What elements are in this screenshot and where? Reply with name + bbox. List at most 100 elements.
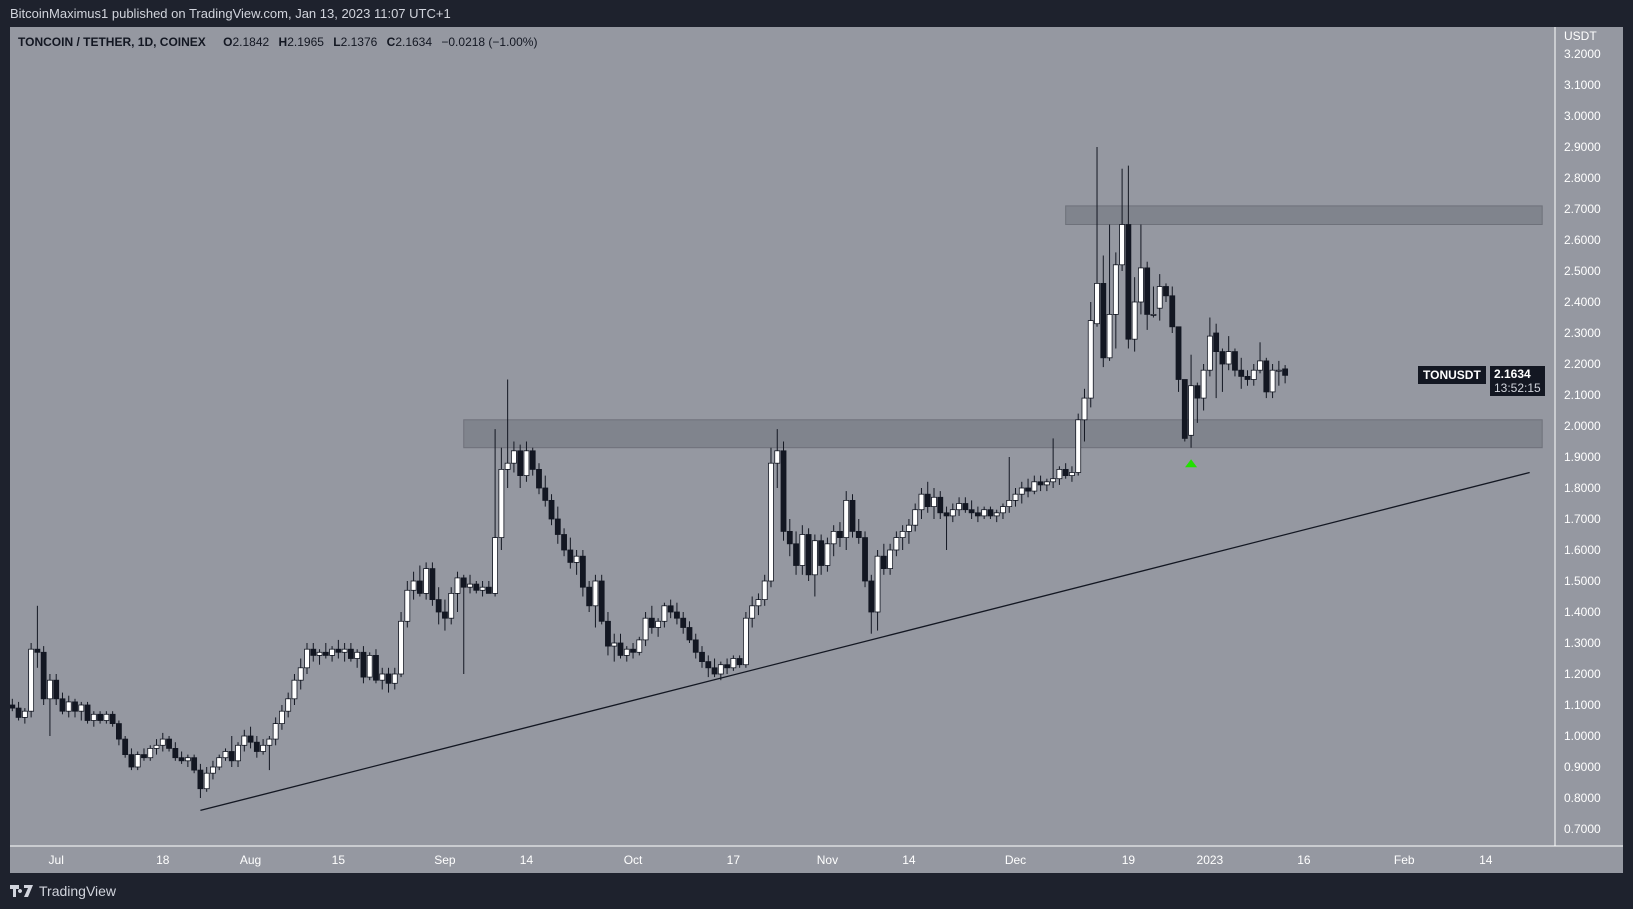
candle	[1112, 252, 1119, 349]
candle-body	[210, 766, 216, 774]
price-tick-label: 3.0000	[1564, 109, 1601, 123]
candle-body	[134, 754, 141, 768]
price-tick-label: 1.7000	[1564, 512, 1601, 526]
price-axis[interactable]	[1555, 27, 1623, 873]
time-tick-label: Feb	[1394, 853, 1415, 867]
candle	[793, 531, 799, 575]
time-tick-label: 14	[1479, 853, 1493, 867]
candle	[1056, 466, 1063, 485]
candle	[1006, 457, 1013, 513]
time-tick-label: 17	[727, 853, 741, 867]
time-tick-label: Sep	[434, 853, 456, 867]
candle	[724, 658, 730, 674]
candle	[768, 447, 774, 588]
candle-body	[931, 496, 937, 507]
candle	[880, 543, 887, 575]
price-tick-label: 1.3000	[1564, 636, 1601, 650]
candle	[366, 652, 373, 681]
candle	[906, 519, 912, 544]
price-tick-label: 1.8000	[1564, 481, 1601, 495]
tradingview-logo[interactable]: TradingView	[10, 883, 116, 899]
candle	[329, 646, 335, 662]
candle-body	[511, 450, 517, 464]
change-value: −0.0218 (−1.00%)	[441, 35, 538, 49]
candle-body	[1012, 493, 1019, 501]
candle	[962, 497, 969, 513]
candle	[536, 463, 542, 495]
candle-body	[228, 751, 235, 762]
candle-body	[128, 754, 135, 768]
symbol-title[interactable]: TONCOIN / TETHER, 1D, COINEX	[18, 35, 206, 49]
price-chart[interactable]: 0.7000 0.8000 0.9000 1.0000 1.1000 1.2000 1.30…	[10, 27, 1623, 873]
candle	[178, 751, 185, 764]
candle	[717, 661, 724, 681]
candle-body	[962, 503, 969, 511]
close-label: C	[386, 35, 396, 49]
candle-body	[667, 605, 674, 613]
candle-body	[648, 617, 655, 628]
candle-body	[849, 499, 856, 532]
candle-body	[924, 493, 931, 508]
candle	[279, 705, 285, 730]
price-tick-label: 2.9000	[1564, 140, 1601, 154]
candle-body	[630, 648, 636, 653]
candle	[479, 581, 486, 597]
candle	[454, 571, 461, 612]
candle	[435, 587, 442, 625]
candle	[993, 509, 1000, 523]
candle	[1131, 277, 1138, 352]
candle	[485, 581, 492, 594]
horizontal-zone[interactable]	[1065, 205, 1543, 225]
candle-body	[686, 627, 693, 641]
candle-body	[1250, 369, 1257, 380]
candle	[40, 646, 47, 705]
candle-body	[191, 757, 198, 771]
candle-body	[391, 673, 398, 684]
chart-pane[interactable]: 0.7000 0.8000 0.9000 1.0000 1.1000 1.2000 1.30…	[10, 27, 1623, 873]
candle	[166, 736, 172, 752]
candle-body	[504, 462, 511, 470]
low-label: L	[333, 35, 341, 49]
time-tick-label: Aug	[240, 853, 261, 867]
candle-body	[705, 661, 712, 669]
candle	[442, 599, 448, 631]
trendline[interactable]	[200, 471, 1530, 812]
candle	[59, 692, 66, 715]
candle	[260, 739, 267, 755]
candle-body	[699, 651, 705, 662]
candle	[134, 751, 141, 771]
candle-body	[379, 673, 386, 681]
horizontal-zone[interactable]	[463, 419, 1543, 449]
candle	[843, 491, 850, 550]
candle	[15, 701, 22, 721]
candle-body	[347, 648, 354, 659]
last-price-tag: 2.1634 13:52:15	[1490, 366, 1545, 397]
candle-body	[1269, 369, 1276, 393]
publish-info: BitcoinMaximus1 published on TradingView…	[10, 6, 451, 21]
candle	[1150, 286, 1157, 318]
candle-body	[987, 509, 994, 517]
candle-body	[774, 450, 781, 464]
candle	[191, 754, 198, 774]
candle-body	[918, 493, 925, 511]
candle-body	[542, 487, 549, 501]
price-tick-label: 1.9000	[1564, 450, 1601, 464]
candle	[974, 506, 981, 523]
candle	[228, 736, 235, 767]
candle	[1206, 317, 1213, 377]
candle	[1257, 342, 1263, 374]
candle	[849, 494, 856, 538]
candle-body	[993, 512, 1000, 517]
candle	[122, 736, 129, 758]
candle-body	[416, 580, 423, 594]
time-tick-label: Nov	[817, 853, 838, 867]
candle-body	[473, 583, 480, 591]
candle-body	[981, 509, 988, 517]
candle-body	[10, 704, 16, 709]
candle-body	[761, 580, 768, 601]
candle	[103, 711, 110, 724]
candle-body	[862, 537, 868, 582]
candle-body	[906, 524, 912, 532]
candle	[492, 429, 499, 597]
candle-body	[805, 534, 812, 576]
